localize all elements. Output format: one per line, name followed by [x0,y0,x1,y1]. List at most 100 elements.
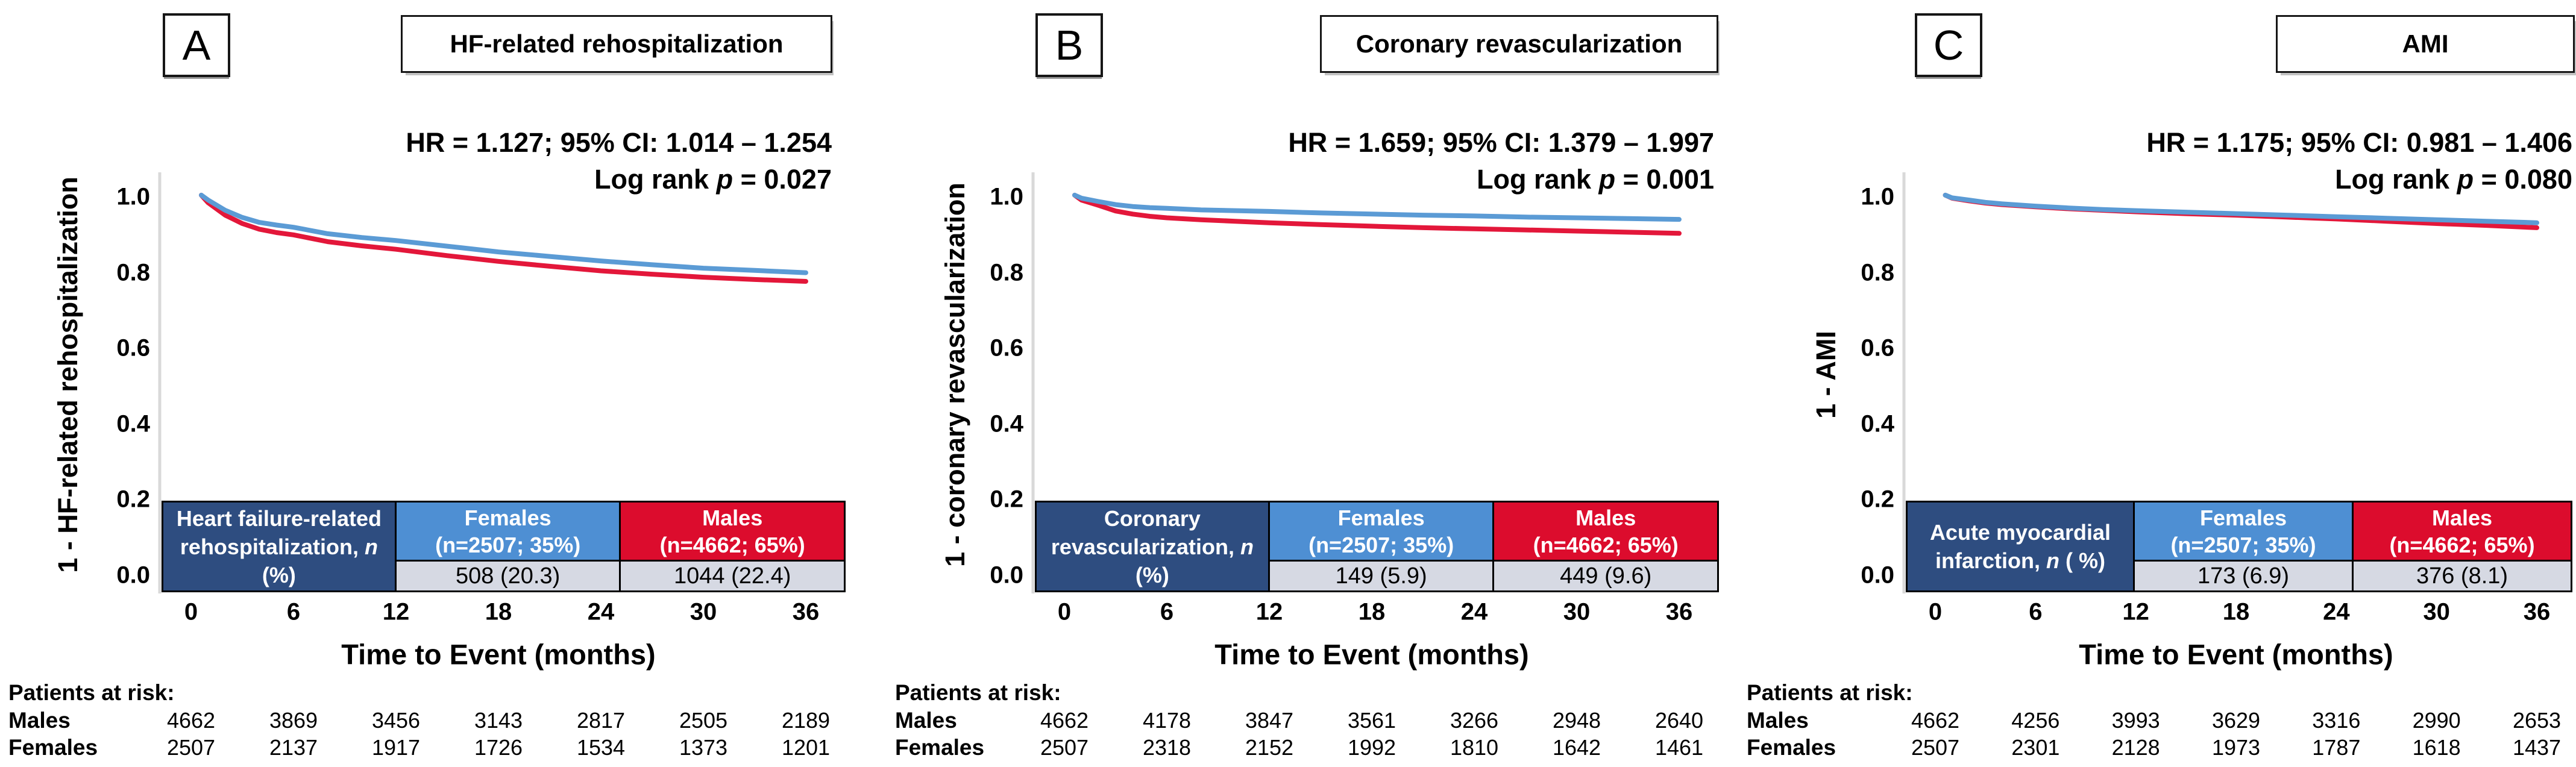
patients-at-risk-count: 2128 [2111,735,2160,760]
patients-at-risk-count: 3847 [1245,708,1294,733]
km-curve-females [1943,192,2539,225]
km-curve-females [1072,192,1682,222]
hr-text: HR = 1.127; 95% CI: 1.014 – 1.254 [406,127,832,158]
x-tick-label: 24 [587,598,615,625]
logrank-text: Log rank p = 0.001 [1477,164,1714,195]
event-table-label-cell: Heart failure-related rehospitalization,… [163,502,395,590]
patients-at-risk-count: 2817 [576,708,626,733]
y-tick-label: 0.4 [1861,410,1894,437]
patients-at-risk-count: 4662 [1040,708,1089,733]
y-tick-label: 1.0 [1861,183,1894,210]
panel-title: HF-related rehospitalization [450,30,784,58]
panel-a: A HF-related rehospitalization HR = 1.12… [0,0,859,767]
y-tick-label: 0.2 [990,486,1023,513]
x-axis-title: Time to Event (months) [1214,638,1529,671]
x-tick-label: 6 [286,598,301,625]
females-header-cell: Females (n=2507; 35%) [2135,502,2352,560]
x-tick-label: 0 [184,598,198,625]
panel-letter-box: B [1035,13,1103,77]
females-header-cell: Females (n=2507; 35%) [1269,502,1493,560]
x-tick-label: 30 [690,598,717,625]
patients-at-risk-count: 1618 [2412,735,2461,760]
panel-letter-box: C [1915,13,1982,77]
y-tick-label: 1.0 [990,183,1023,210]
hr-text: HR = 1.175; 95% CI: 0.981 – 1.406 [2146,127,2572,158]
females-header-cell: Females (n=2507; 35%) [396,502,620,560]
y-axis-label: 1 - AMI [1811,331,1841,419]
x-tick-label: 6 [1160,598,1174,625]
logrank-text: Log rank p = 0.080 [2335,164,2572,195]
km-curve-females [199,192,808,275]
females-value-cell: 508 (20.3) [396,562,620,590]
x-tick-label: 12 [382,598,410,625]
panel-letter: C [1933,22,1964,69]
patients-at-risk-count: 2189 [781,708,831,733]
females-value-cell: 173 (6.9) [2135,562,2352,590]
patients-at-risk-count: 1437 [2512,735,2562,760]
patients-at-risk-count: 2137 [269,735,318,760]
panel-b: B Coronary revascularization HR = 1.659;… [859,0,1719,767]
hr-text: HR = 1.659; 95% CI: 1.379 – 1.997 [1288,127,1714,158]
x-tick-label: 18 [1358,598,1386,625]
patients-at-risk-count: 2318 [1142,735,1192,760]
patients-at-risk-count: 3993 [2111,708,2160,733]
males-header-cell: Males (n=4662; 65%) [1494,502,1717,560]
patients-at-risk-count: 2640 [1654,708,1704,733]
patients-at-risk-count: 2507 [166,735,216,760]
patients-at-risk-count: 3456 [371,708,421,733]
x-tick-label: 18 [485,598,512,625]
patients-at-risk-count: 4178 [1142,708,1192,733]
patients-at-risk-count: 1992 [1347,735,1396,760]
patients-at-risk-count: 1787 [2312,735,2361,760]
x-tick-label: 12 [2122,598,2149,625]
y-tick-label: 0.8 [1861,259,1894,286]
females-value-cell: 149 (5.9) [1269,562,1493,590]
patients-at-risk-count: 1726 [474,735,523,760]
x-tick-label: 30 [2423,598,2450,625]
patients-at-risk-count: 3266 [1450,708,1499,733]
y-tick-label: 0.6 [116,334,150,362]
patients-at-risk-count: 4662 [166,708,216,733]
y-tick-label: 0.0 [1861,562,1894,589]
patients-at-risk-count: 2152 [1245,735,1294,760]
males-value-cell: 1044 (22.4) [621,562,844,590]
x-tick-label: 0 [1057,598,1072,625]
x-tick-label: 36 [1665,598,1693,625]
logrank-text: Log rank p = 0.027 [594,164,832,195]
y-axis-line [158,172,162,593]
panel-title-box: HF-related rehospitalization [401,15,832,73]
y-axis-label: 1 - HF-related rehospitalization [52,177,83,573]
males-value-cell: 376 (8.1) [2354,562,2571,590]
y-tick-label: 0.0 [990,562,1023,589]
patients-at-risk-count: 3869 [269,708,318,733]
patients-at-risk-count: 2301 [2011,735,2060,760]
y-tick-label: 0.0 [116,562,150,589]
panel-letter-box: A [163,13,230,77]
males-header-cell: Males (n=4662; 65%) [621,502,844,560]
y-axis-label: 1 - coronary revascularization [940,183,970,567]
risk-row-label-females: Females [895,735,985,760]
males-value-cell: 449 (9.6) [1494,562,1717,590]
patients-at-risk-count: 2505 [679,708,728,733]
patients-at-risk-count: 2507 [1911,735,1960,760]
x-tick-label: 18 [2222,598,2250,625]
patients-at-risk-count: 1534 [576,735,626,760]
y-tick-label: 0.4 [990,410,1023,437]
panel-title-box: Coronary revascularization [1320,15,1718,73]
y-axis-line [1031,172,1035,593]
risk-row-label-males: Males [1747,708,1809,733]
patients-at-risk-count: 1373 [679,735,728,760]
risk-row-label-females: Females [1747,735,1836,760]
patients-at-risk-count: 1973 [2211,735,2261,760]
panel-c: C AMI HR = 1.175; 95% CI: 0.981 – 1.406 … [1718,0,2576,767]
patients-at-risk-count: 2653 [2512,708,2562,733]
males-header-cell: Males (n=4662; 65%) [2354,502,2571,560]
patients-at-risk-count: 4256 [2011,708,2060,733]
risk-row-label-males: Males [895,708,957,733]
risk-row-label-males: Males [8,708,71,733]
y-tick-label: 0.2 [116,486,150,513]
patients-at-risk-count: 4662 [1911,708,1960,733]
patients-at-risk-header: Patients at risk: [895,680,1061,705]
event-table: Acute myocardial infarction, n ( %) Fema… [1906,501,2572,592]
